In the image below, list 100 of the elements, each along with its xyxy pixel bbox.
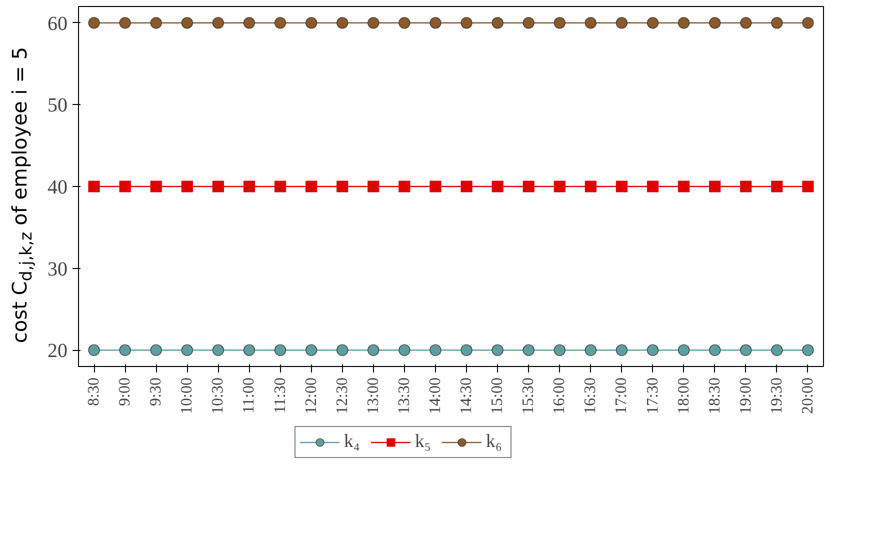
legend-label: k₆ <box>486 431 503 453</box>
point <box>150 344 162 356</box>
point <box>460 344 472 356</box>
point <box>243 180 256 192</box>
x-tick-label: 11:00 <box>240 377 258 414</box>
point <box>430 17 442 29</box>
point <box>802 17 814 29</box>
point <box>678 344 690 356</box>
x-tick-label: 9:00 <box>116 377 134 406</box>
x-tick-label: 18:30 <box>706 377 724 414</box>
point <box>398 180 410 192</box>
x-tick-label: 14:30 <box>458 377 476 414</box>
x-tick-label: 20:00 <box>799 377 816 414</box>
x-tick-label: 8:30 <box>86 377 103 406</box>
point <box>646 180 659 192</box>
point <box>306 180 318 192</box>
point <box>740 344 752 356</box>
point <box>709 17 721 29</box>
y-tick-label: 60 <box>48 12 68 35</box>
point <box>243 17 256 29</box>
point <box>646 344 659 356</box>
point <box>584 180 596 192</box>
point <box>181 344 193 356</box>
point <box>119 17 131 29</box>
point <box>243 344 256 356</box>
point <box>119 180 131 192</box>
point <box>709 344 721 356</box>
point <box>336 17 348 29</box>
point <box>306 344 318 356</box>
point <box>771 344 783 356</box>
point <box>150 17 162 29</box>
x-tick-label: 16:30 <box>582 377 600 414</box>
x-tick-label: 19:00 <box>737 377 754 414</box>
point <box>368 180 380 192</box>
y-tick-label: 20 <box>48 340 68 362</box>
x-tick-label: 11:30 <box>272 377 289 414</box>
point <box>740 180 752 192</box>
legend-label: k₄ <box>344 431 361 453</box>
point <box>274 17 286 29</box>
point <box>460 17 472 29</box>
legend-label: k₅ <box>415 431 432 453</box>
point <box>88 17 100 29</box>
point <box>584 17 596 29</box>
x-tick-label: 15:00 <box>489 377 506 414</box>
point <box>430 180 442 192</box>
point <box>398 17 410 29</box>
point <box>492 180 504 192</box>
point <box>492 17 504 29</box>
point <box>368 17 380 29</box>
x-tick-label: 19:30 <box>768 377 786 414</box>
point <box>460 180 472 192</box>
point <box>771 180 783 192</box>
point <box>678 17 690 29</box>
point <box>368 344 380 356</box>
point <box>709 180 721 192</box>
point <box>119 344 131 356</box>
point <box>430 344 442 356</box>
point <box>181 17 193 29</box>
point <box>212 17 224 29</box>
point <box>181 180 193 192</box>
point <box>802 180 814 192</box>
x-tick-label: 12:00 <box>302 377 320 414</box>
x-tick-label: 9:30 <box>148 377 165 406</box>
point <box>212 344 224 356</box>
point <box>88 180 100 192</box>
point <box>584 344 596 356</box>
point <box>522 344 534 356</box>
point <box>802 344 814 356</box>
point <box>771 17 783 29</box>
point <box>306 17 318 29</box>
point <box>274 180 286 192</box>
point <box>646 17 659 29</box>
point <box>398 344 410 356</box>
point <box>616 180 628 192</box>
point <box>554 180 566 192</box>
x-tick-label: 13:30 <box>396 377 413 414</box>
point <box>492 344 504 356</box>
point <box>616 344 628 356</box>
point <box>678 180 690 192</box>
y-tick-label: 30 <box>48 258 68 280</box>
x-tick-label: 17:00 <box>613 377 630 414</box>
y-tick-label: 50 <box>48 94 68 117</box>
point <box>554 17 566 29</box>
x-tick-label: 12:30 <box>334 377 351 414</box>
point <box>616 17 628 29</box>
x-tick-label: 13:00 <box>364 377 382 414</box>
point <box>740 17 752 29</box>
x-tick-label: 15:30 <box>520 377 538 414</box>
point <box>274 344 286 356</box>
x-tick-label: 10:30 <box>210 377 227 414</box>
x-tick-label: 18:00 <box>675 377 692 414</box>
x-tick-label: 10:00 <box>178 377 196 414</box>
point <box>150 180 162 192</box>
point <box>88 344 100 356</box>
point <box>336 344 348 356</box>
x-tick-label: 16:00 <box>551 377 568 414</box>
point <box>336 180 348 192</box>
point <box>522 17 534 29</box>
x-tick-label: 14:00 <box>426 377 444 414</box>
x-tick-label: 17:30 <box>644 377 662 414</box>
